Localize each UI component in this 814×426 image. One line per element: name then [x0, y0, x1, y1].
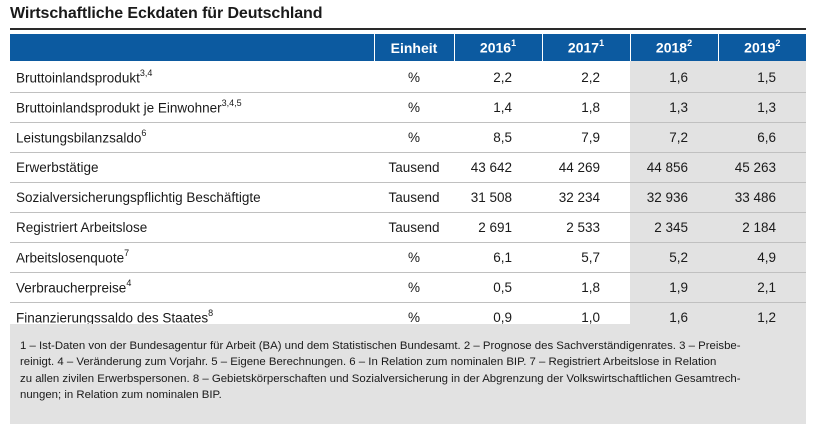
value-2018: 2 345 [630, 212, 718, 243]
value-2016: 0,5 [454, 272, 542, 303]
row-label: Registriert Arbeitslose [10, 212, 374, 243]
title-rule [10, 28, 806, 30]
value-2019: 4,9 [718, 242, 806, 273]
year-footnote: 1 [599, 38, 605, 49]
value-2016: 2 691 [454, 212, 542, 243]
value-2019: 2 184 [718, 212, 806, 243]
year-label: 2017 [567, 39, 600, 56]
row-label: Bruttoinlandsprodukt3,4 [10, 61, 374, 93]
value-2019: 2,1 [718, 272, 806, 303]
header-year-2019: 20192 [718, 34, 806, 61]
table-row: Registriert Arbeitslose Tausend 2 691 2 … [10, 212, 806, 243]
row-unit: % [374, 122, 454, 153]
row-label: Sozialversicherungspflichtig Beschäftigt… [10, 182, 374, 213]
footnote-line: zu allen zivilen Erwerbspersonen. 8 – Ge… [20, 372, 741, 385]
value-2017: 2,2 [542, 61, 630, 93]
row-label: Erwerbstätige [10, 152, 374, 183]
row-unit: Tausend [374, 212, 454, 243]
value-2019: 45 263 [718, 152, 806, 183]
value-2017: 1,8 [542, 92, 630, 123]
row-label: Arbeitslosenquote7 [10, 242, 374, 273]
value-2019: 33 486 [718, 182, 806, 213]
value-2016: 2,2 [454, 61, 542, 93]
table-row: Erwerbstätige Tausend 43 642 44 269 44 8… [10, 152, 806, 183]
value-2018: 5,2 [630, 242, 718, 273]
year-footnote: 2 [687, 38, 693, 49]
value-2017: 1,8 [542, 272, 630, 303]
table-row: Leistungsbilanzsaldo6 % 8,5 7,9 7,2 6,6 [10, 122, 806, 153]
row-unit: Tausend [374, 152, 454, 183]
value-2016: 1,4 [454, 92, 542, 123]
row-label: Leistungsbilanzsaldo6 [10, 122, 374, 153]
table-row: Sozialversicherungspflichtig Beschäftigt… [10, 182, 806, 213]
value-2017: 32 234 [542, 182, 630, 213]
header-unit: Einheit [374, 34, 455, 61]
row-label: Bruttoinlandsprodukt je Einwohner3,4,5 [10, 92, 374, 123]
value-2017: 7,9 [542, 122, 630, 153]
row-unit: Tausend [374, 182, 454, 213]
year-label: 2018 [655, 39, 688, 56]
value-2016: 43 642 [454, 152, 542, 183]
table-header-row: Einheit 20161 20171 20182 20192 [10, 34, 806, 61]
page-title: Wirtschaftliche Eckdaten für Deutschland [10, 5, 323, 22]
value-2018: 44 856 [630, 152, 718, 183]
year-footnote: 2 [775, 38, 781, 49]
economic-data-table: Einheit 20161 20171 20182 20192 Bruttoin… [10, 34, 806, 333]
value-2016: 6,1 [454, 242, 542, 273]
value-2017: 5,7 [542, 242, 630, 273]
value-2017: 44 269 [542, 152, 630, 183]
value-2017: 2 533 [542, 212, 630, 243]
value-2019: 1,5 [718, 61, 806, 93]
value-2018: 1,6 [630, 61, 718, 93]
row-unit: % [374, 92, 454, 123]
row-unit: % [374, 61, 454, 93]
header-indicator [10, 34, 375, 61]
value-2018: 1,9 [630, 272, 718, 303]
value-2016: 31 508 [454, 182, 542, 213]
value-2019: 1,3 [718, 92, 806, 123]
header-year-2017: 20171 [542, 34, 631, 61]
value-2018: 1,3 [630, 92, 718, 123]
row-label: Verbraucherpreise4 [10, 272, 374, 303]
footnote-line: 1 – Ist-Daten von der Bundesagentur für … [20, 340, 741, 352]
value-2018: 7,2 [630, 122, 718, 153]
year-footnote: 1 [511, 38, 517, 49]
footnote-line: nungen; in Relation zum nominalen BIP. [20, 389, 222, 402]
table-row: Arbeitslosenquote7 % 6,1 5,7 5,2 4,9 [10, 242, 806, 273]
header-year-2016: 20161 [454, 34, 543, 61]
value-2019: 6,6 [718, 122, 806, 153]
value-2016: 8,5 [454, 122, 542, 153]
value-2018: 32 936 [630, 182, 718, 213]
row-unit: % [374, 242, 454, 273]
table-row: Verbraucherpreise4 % 0,5 1,8 1,9 2,1 [10, 272, 806, 303]
header-year-2018: 20182 [630, 34, 719, 61]
row-unit: % [374, 272, 454, 303]
footnotes-box: 1 – Ist-Daten von der Bundesagentur für … [10, 324, 806, 424]
footnote-line: reinigt. 4 – Veränderung zum Vorjahr. 5 … [20, 356, 717, 369]
table-row: Bruttoinlandsprodukt3,4 % 2,2 2,2 1,6 1,… [10, 61, 806, 93]
year-label: 2016 [479, 39, 512, 56]
year-label: 2019 [744, 39, 776, 56]
table-row: Bruttoinlandsprodukt je Einwohner3,4,5 %… [10, 92, 806, 123]
